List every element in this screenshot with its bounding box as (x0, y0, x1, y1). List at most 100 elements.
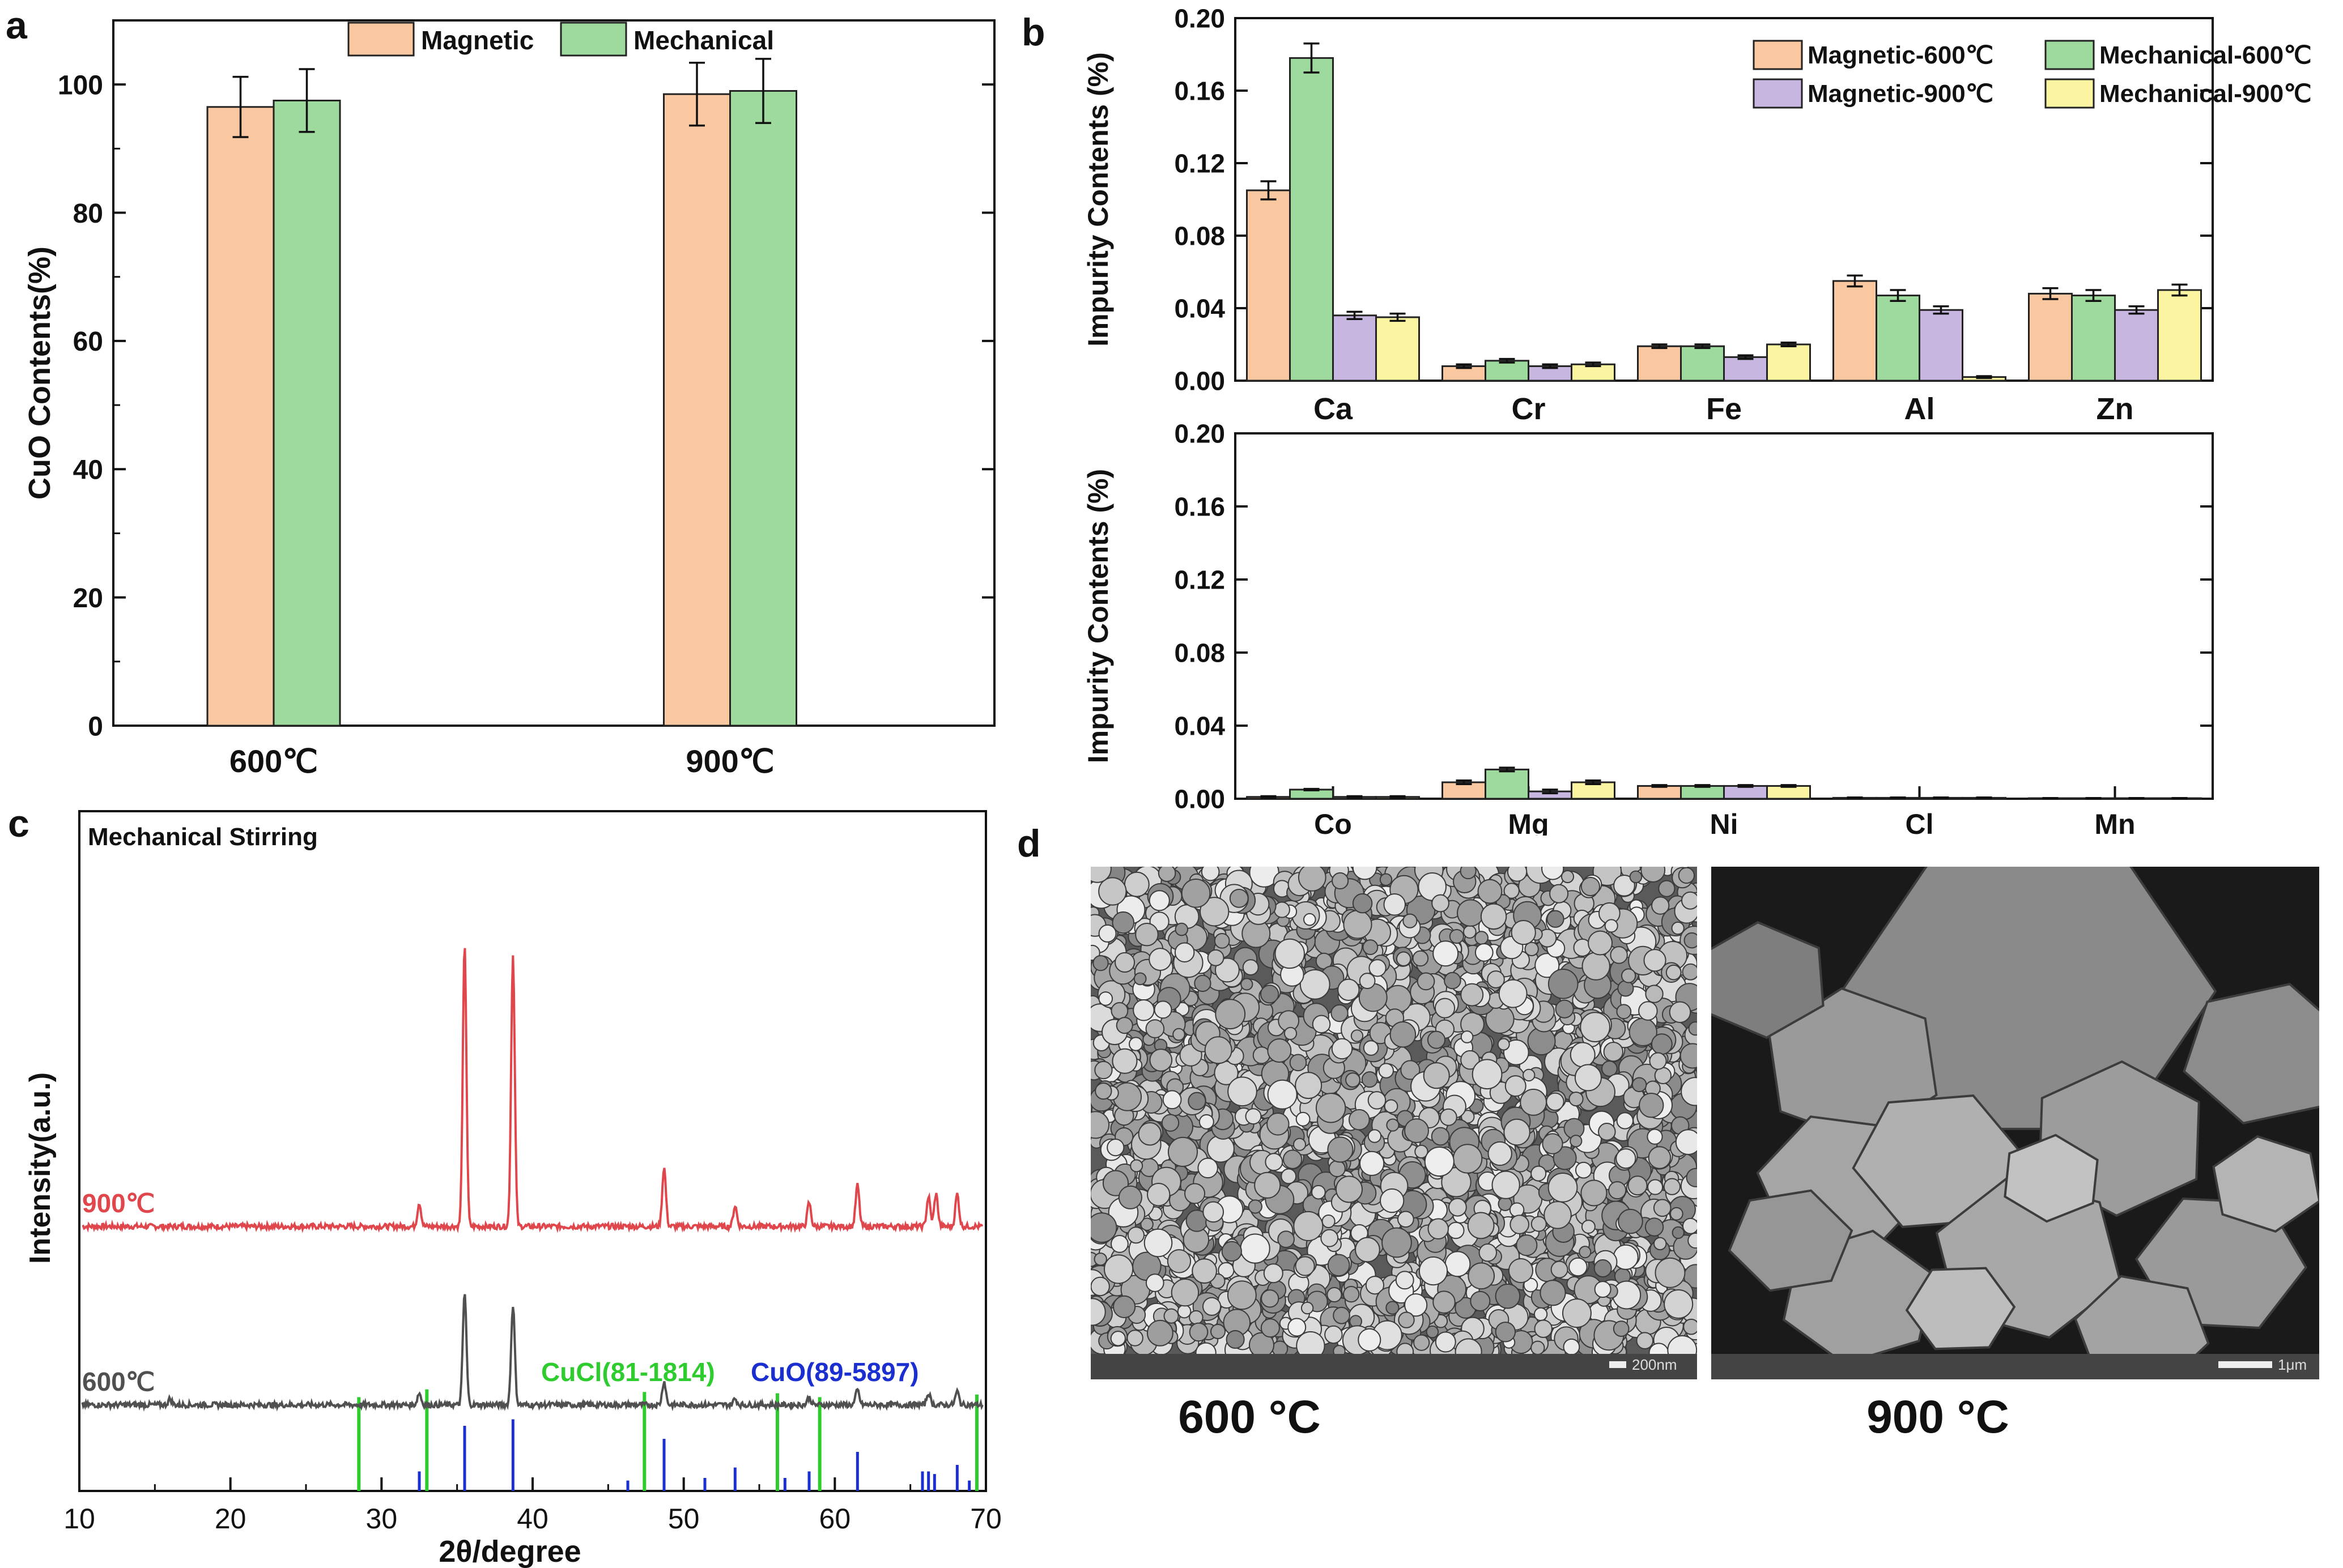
sem-particle (1098, 877, 1127, 906)
sem-particle (1163, 1308, 1179, 1324)
y-tick-label: 0.08 (1174, 221, 1225, 251)
sem-particle (1504, 1075, 1526, 1097)
bar (1637, 785, 1682, 800)
sem-particle (1395, 1271, 1414, 1290)
sem-particle (1444, 972, 1461, 990)
sem-particle (1404, 1293, 1428, 1317)
sem-particle (1197, 1157, 1218, 1179)
sem-particle (1547, 969, 1579, 999)
sem-particle (1669, 1207, 1683, 1221)
chart-title: Mechanical Stirring (88, 823, 318, 851)
sem-crystal (1905, 1267, 2016, 1350)
sem-particle (1601, 1060, 1618, 1077)
sem-crystal (2074, 1275, 2210, 1379)
sem-particle (1638, 1001, 1658, 1021)
sem-particle (1516, 1234, 1538, 1256)
x-category-label: Al (1904, 392, 1935, 426)
sem-particle (1613, 1320, 1630, 1337)
sem-particle (1608, 1181, 1627, 1200)
bar (1766, 785, 1811, 800)
sem-particle (1503, 1118, 1530, 1146)
bar (1637, 345, 1682, 382)
sem-particle (1175, 922, 1189, 936)
y-tick-label: 0.12 (1174, 149, 1225, 178)
sem-crystal (2212, 1135, 2319, 1233)
sem-particle (1171, 1279, 1200, 1307)
sem-particle (1568, 1257, 1588, 1277)
sem-particle (1520, 1088, 1547, 1116)
sem-particle (1315, 1093, 1346, 1123)
sem-particle (1581, 1220, 1596, 1234)
sem-particle (1418, 1256, 1448, 1286)
sem-particle (1282, 1149, 1303, 1169)
sem-particle (1167, 1136, 1198, 1167)
plot-frame (78, 810, 987, 1492)
bar (1485, 360, 1529, 382)
sem-particle (1467, 1212, 1495, 1239)
sem-particle (1214, 957, 1240, 983)
sem-particle (1468, 1262, 1495, 1290)
sem-particle (1274, 938, 1305, 969)
legend-label: Magnetic (421, 25, 534, 55)
sem-particle (1248, 1199, 1262, 1214)
sem-caption-600: 600 °C (1178, 1391, 1321, 1443)
sem-crystal (1728, 1189, 1853, 1292)
sem-particle (1417, 972, 1435, 991)
sem-particle (1478, 1243, 1498, 1262)
sem-particle (1130, 1159, 1143, 1173)
sem-databar (1091, 1354, 1697, 1379)
scale-bar-label: 200nm (1632, 1356, 1677, 1373)
sem-particle (1530, 1340, 1545, 1356)
sem-particle (1460, 1050, 1480, 1070)
sem-particle (1362, 939, 1379, 956)
panel-letter-b: b (1022, 11, 1045, 54)
sem-particle (1158, 867, 1176, 882)
sem-particle (1681, 1077, 1697, 1106)
sem-particle (1188, 1092, 1206, 1110)
sem-particle (1477, 879, 1503, 904)
x-tick-label: 70 (970, 1503, 1002, 1535)
x-tick-label: 30 (366, 1503, 398, 1535)
bar (2114, 309, 2159, 382)
sem-particle (1524, 941, 1539, 957)
sem-particle (1603, 1041, 1624, 1062)
x-tick-label: 20 (215, 1503, 246, 1535)
sem-particle (1546, 1092, 1564, 1111)
sem-particle (1331, 1038, 1353, 1060)
sem-particle (1320, 1229, 1339, 1247)
legend-label: Mechanical-600℃ (2099, 41, 2312, 69)
x-category-label: Cr (1511, 392, 1545, 426)
sem-particle (1167, 1249, 1192, 1273)
legend-label: Magnetic-900℃ (1808, 80, 1993, 108)
sem-particle (1177, 1304, 1192, 1319)
sem-particle (1359, 973, 1376, 989)
bar (1680, 345, 1725, 382)
sem-particle (1511, 919, 1536, 945)
sem-particle (1189, 1322, 1209, 1342)
bar (663, 93, 731, 727)
sem-particle (1094, 1060, 1113, 1080)
sem-particle (1330, 1004, 1349, 1022)
sem-particle (1215, 999, 1246, 1030)
sem-particle (1423, 1062, 1450, 1089)
sem-particle (1189, 1310, 1204, 1325)
sem-particle (1363, 1040, 1379, 1056)
sem-particle (1562, 1298, 1592, 1328)
chart-impurity-bottom: 0.00 0.04 0.08 0.12 0.16 0.20 Impurity Content… (1082, 422, 2214, 836)
sem-particle (1594, 1281, 1611, 1298)
panel-letter-c: c (8, 802, 29, 845)
sem-particle (1588, 930, 1613, 956)
sem-particle (1140, 1217, 1154, 1231)
sem-particle (1547, 1173, 1578, 1203)
sem-particle (1683, 1318, 1697, 1335)
sem-particle (1091, 1298, 1106, 1326)
bar (1246, 189, 1291, 382)
sem-particle (1509, 1202, 1525, 1217)
sem-particle (1135, 922, 1159, 947)
scale-bar (1609, 1361, 1626, 1368)
sem-particle (1629, 870, 1643, 884)
sem-particle (1534, 953, 1560, 978)
sem-particle (1424, 1146, 1455, 1177)
bar (2157, 289, 2202, 382)
sem-particle (1575, 1161, 1592, 1179)
